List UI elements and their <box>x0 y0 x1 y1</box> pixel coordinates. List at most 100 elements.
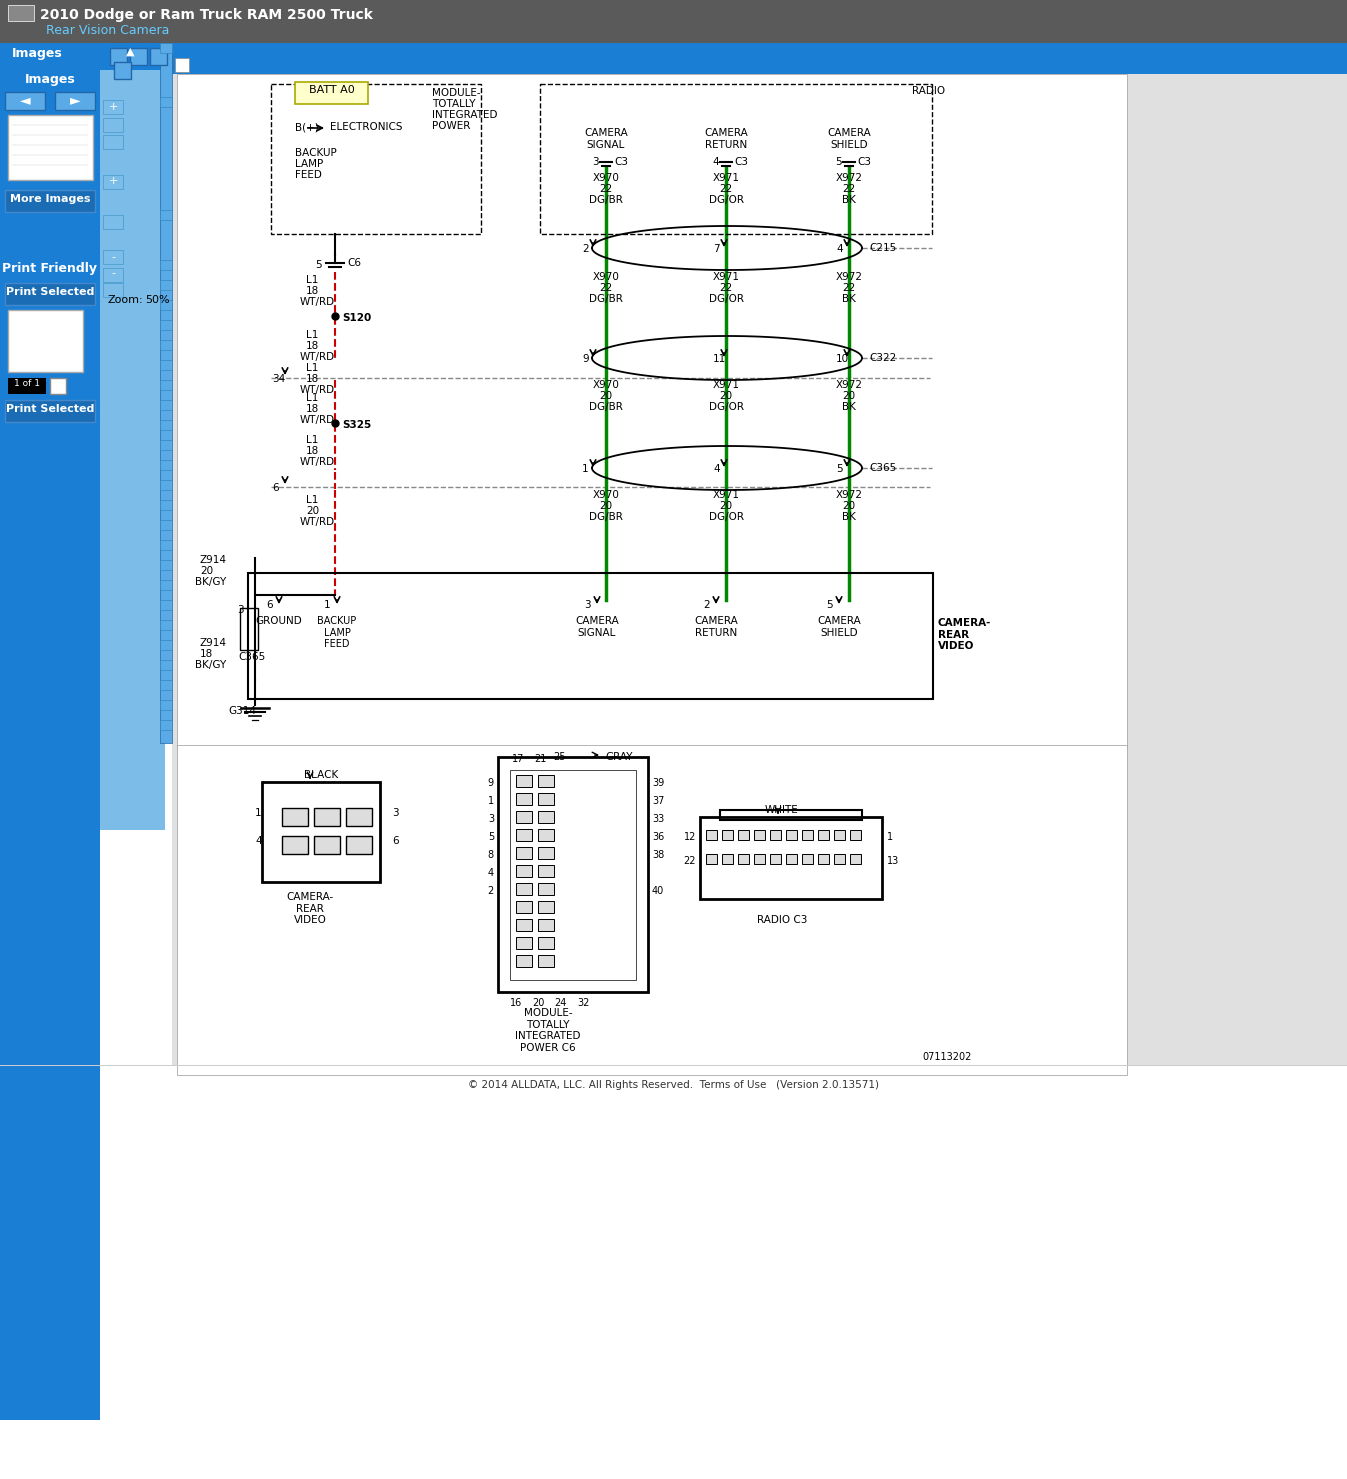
Text: X971: X971 <box>713 173 740 183</box>
Text: BACKUP
LAMP
FEED: BACKUP LAMP FEED <box>318 615 357 649</box>
Bar <box>160 481 172 490</box>
Bar <box>706 830 717 840</box>
Bar <box>160 561 172 569</box>
Bar <box>537 883 554 895</box>
Text: ELECTRONICS: ELECTRONICS <box>330 121 403 132</box>
Bar <box>537 847 554 859</box>
Text: X971: X971 <box>713 490 740 500</box>
Bar <box>102 250 123 263</box>
Bar <box>172 56 1347 1077</box>
Bar <box>5 282 96 305</box>
Text: INTEGRATED: INTEGRATED <box>432 109 497 120</box>
Text: WHITE: WHITE <box>765 805 799 815</box>
Bar <box>160 600 172 609</box>
Text: WT/RD: WT/RD <box>300 352 335 362</box>
Text: 32: 32 <box>578 998 590 1009</box>
Text: Zoom:: Zoom: <box>108 294 144 305</box>
Text: 11: 11 <box>713 353 726 364</box>
Text: 9: 9 <box>582 353 589 364</box>
Text: CAMERA
SIGNAL: CAMERA SIGNAL <box>575 615 618 637</box>
Text: DG/OR: DG/OR <box>709 294 744 305</box>
Text: WT/RD: WT/RD <box>300 385 335 395</box>
Bar <box>55 92 96 109</box>
Bar <box>738 830 749 840</box>
Text: 20: 20 <box>599 390 613 401</box>
Text: BK: BK <box>842 195 855 206</box>
Bar <box>738 853 749 864</box>
Text: Print Selected: Print Selected <box>5 287 94 297</box>
Text: 20: 20 <box>719 390 733 401</box>
Text: 4: 4 <box>713 157 719 167</box>
Bar <box>102 118 123 132</box>
Text: 17: 17 <box>512 754 524 765</box>
Text: 18: 18 <box>306 342 319 351</box>
Bar <box>516 810 532 822</box>
Text: BATT A0: BATT A0 <box>308 84 354 95</box>
Text: 20: 20 <box>532 998 544 1009</box>
Bar <box>537 938 554 950</box>
Text: CAMERA
RETURN: CAMERA RETURN <box>694 615 738 637</box>
Text: 24: 24 <box>554 998 566 1009</box>
Text: 7: 7 <box>713 244 719 254</box>
Bar <box>160 43 172 742</box>
Text: L1: L1 <box>306 330 318 340</box>
Text: RADIO: RADIO <box>912 86 946 96</box>
Bar <box>160 640 172 649</box>
Text: BLACK: BLACK <box>304 771 338 779</box>
Text: 12: 12 <box>684 833 696 842</box>
Bar <box>850 830 861 840</box>
Text: X972: X972 <box>835 380 862 390</box>
Bar <box>834 830 845 840</box>
Text: 07113202: 07113202 <box>921 1052 971 1062</box>
Bar <box>160 620 172 630</box>
Bar <box>498 757 648 992</box>
Bar <box>754 830 765 840</box>
Text: DG/BR: DG/BR <box>589 512 622 522</box>
Text: 9: 9 <box>488 778 494 788</box>
Text: X970: X970 <box>593 380 620 390</box>
Bar <box>511 771 636 981</box>
Bar <box>754 853 765 864</box>
Text: 6: 6 <box>392 836 399 846</box>
Bar <box>516 847 532 859</box>
Bar <box>801 853 814 864</box>
Text: DG/OR: DG/OR <box>709 512 744 522</box>
Bar <box>160 540 172 550</box>
Text: 37: 37 <box>652 796 664 806</box>
Bar <box>102 175 123 189</box>
Text: 18: 18 <box>306 447 319 456</box>
Text: 6: 6 <box>272 484 279 493</box>
Bar <box>818 830 828 840</box>
Text: CAMERA
SIGNAL: CAMERA SIGNAL <box>585 129 628 149</box>
Bar <box>537 901 554 913</box>
Bar <box>100 70 164 830</box>
Bar <box>5 399 96 422</box>
Text: TOTALLY: TOTALLY <box>432 99 475 109</box>
Text: 21: 21 <box>533 754 546 765</box>
Bar <box>114 62 131 78</box>
Bar <box>8 379 46 393</box>
Text: 13: 13 <box>888 856 900 867</box>
Bar <box>160 500 172 510</box>
Bar <box>516 865 532 877</box>
Bar <box>160 260 172 271</box>
Text: 5: 5 <box>315 260 322 271</box>
Bar <box>787 830 797 840</box>
Bar <box>176 745 1127 1075</box>
Bar <box>160 380 172 390</box>
Text: DG/OR: DG/OR <box>709 402 744 413</box>
Text: C6: C6 <box>348 257 361 268</box>
Bar <box>160 43 172 53</box>
Bar <box>102 268 123 282</box>
Bar <box>160 460 172 470</box>
Bar <box>801 830 814 840</box>
Text: © 2014 ALLDATA, LLC. All Rights Reserved.  Terms of Use   (Version 2.0.13571): © 2014 ALLDATA, LLC. All Rights Reserved… <box>469 1080 880 1090</box>
Text: 22: 22 <box>842 282 855 293</box>
Text: 4: 4 <box>255 836 261 846</box>
Text: 4: 4 <box>836 244 843 254</box>
Text: 36: 36 <box>652 833 664 842</box>
Bar <box>160 660 172 670</box>
Bar <box>160 720 172 731</box>
Text: More Images: More Images <box>9 194 90 204</box>
Text: 1: 1 <box>488 796 494 806</box>
